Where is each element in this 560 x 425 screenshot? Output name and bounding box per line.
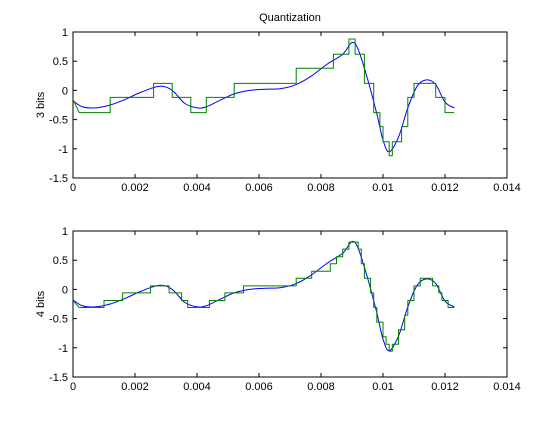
x-tick-label: 0.002: [121, 381, 149, 393]
x-tick-label: 0.012: [431, 182, 459, 194]
y-tick-label: 0: [62, 85, 68, 97]
x-tick-label: 0.008: [307, 381, 335, 393]
y-tick-label: 1: [62, 226, 68, 238]
y-tick-label: -1.5: [49, 372, 68, 384]
x-tick-label: 0.002: [121, 182, 149, 194]
plot-4-bits: 0 0.002 0.004 0.006 0.008 0.01 0.012 0.014 -1.5 -…: [35, 226, 521, 393]
x-tick-label: 0.014: [493, 381, 521, 393]
x-tick-label: 0.004: [183, 381, 211, 393]
y-tick-label: -1.5: [49, 173, 68, 185]
x-tick-label: 0: [70, 182, 76, 194]
y-tick-label: -0.5: [49, 115, 68, 127]
y-tick-label: 0.5: [53, 56, 68, 68]
x-tick-label: 0.004: [183, 182, 211, 194]
series-line-quantized: [73, 38, 455, 157]
x-tick-label: 0: [70, 381, 76, 393]
y-tick-label: -0.5: [49, 314, 68, 326]
y-axis-label: 4 bits: [35, 290, 47, 317]
plot-3-bits: 0 0.002 0.004 0.006 0.008 0.01 0.012 0.014 -1.5 -…: [35, 12, 521, 194]
series-group: [73, 38, 455, 157]
x-tick-label: 0.006: [245, 381, 273, 393]
x-tick-label: 0.01: [372, 381, 393, 393]
y-axis-label: 3 bits: [35, 91, 47, 118]
x-tick-label: 0.01: [372, 182, 393, 194]
series-line-original: [73, 41, 455, 153]
x-tick-label: 0.014: [493, 182, 521, 194]
chart-title: Quantization: [259, 12, 321, 24]
y-tick-label: -1: [58, 144, 68, 156]
x-tick-label: 0.008: [307, 182, 335, 194]
y-tick-label: 0.5: [53, 255, 68, 267]
x-tick-label: 0.006: [245, 182, 273, 194]
y-tick-label: -1: [58, 343, 68, 355]
axes-frame: [72, 230, 508, 378]
series-line-quantized: [73, 241, 455, 352]
y-tick-label: 0: [62, 284, 68, 296]
series-group: [73, 240, 455, 352]
x-tick-label: 0.012: [431, 381, 459, 393]
y-tick-label: 1: [62, 27, 68, 39]
axes-frame: [72, 31, 508, 179]
